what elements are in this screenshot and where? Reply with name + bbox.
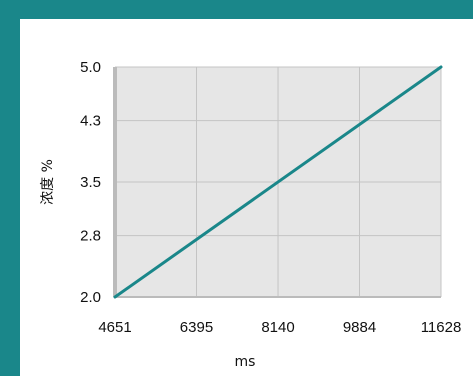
y-tick-label: 2.0 bbox=[80, 289, 101, 306]
x-tick-label: 9884 bbox=[343, 319, 376, 336]
chart-panel: 2.0 2.8 3.5 4.3 5.0 4651 6395 8140 9884 11628 ms… bbox=[20, 19, 473, 376]
x-tick-label: 11628 bbox=[421, 319, 462, 336]
x-tick-labels: 4651 6395 8140 9884 11628 bbox=[98, 319, 461, 336]
y-tick-label: 2.8 bbox=[80, 228, 101, 245]
y-tick-labels: 2.0 2.8 3.5 4.3 5.0 bbox=[80, 59, 101, 306]
x-tick-label: 4651 bbox=[98, 319, 131, 336]
x-axis-title: ms bbox=[235, 354, 256, 370]
series-group bbox=[113, 65, 443, 299]
y-tick-label: 3.5 bbox=[80, 174, 101, 191]
y-axis-title: 浓度 % bbox=[40, 159, 56, 205]
y-tick-label: 5.0 bbox=[80, 59, 101, 76]
y-tick-label: 4.3 bbox=[80, 113, 101, 130]
series-line bbox=[113, 65, 443, 299]
x-tick-label: 8140 bbox=[261, 319, 294, 336]
line-chart: 2.0 2.8 3.5 4.3 5.0 4651 6395 8140 9884 11628 ms… bbox=[40, 59, 461, 370]
x-tick-label: 6395 bbox=[180, 319, 213, 336]
